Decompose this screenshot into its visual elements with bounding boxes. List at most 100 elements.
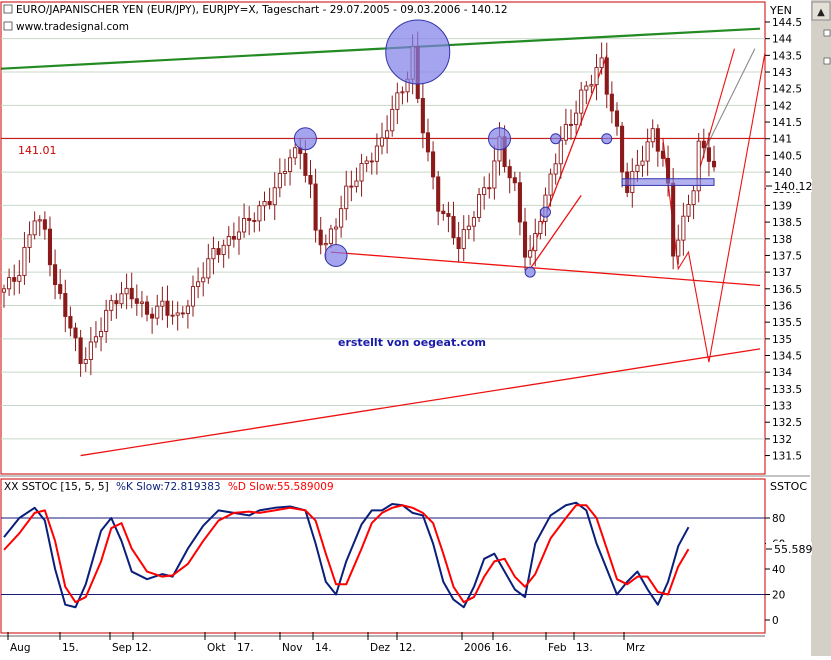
candle-body bbox=[676, 239, 681, 257]
source-label: www.tradesignal.com bbox=[16, 21, 129, 33]
stoch-last-tag bbox=[766, 542, 812, 555]
candle-body bbox=[257, 205, 262, 222]
x-tick-label: Nov bbox=[282, 642, 303, 654]
candle-body bbox=[681, 215, 686, 241]
price-panel-frame bbox=[0, 1, 766, 475]
candle-body bbox=[247, 218, 252, 221]
candle-body bbox=[1, 288, 7, 293]
candle-body bbox=[32, 220, 37, 236]
price-tick-label: 142.5 bbox=[772, 84, 802, 96]
candle-body bbox=[155, 305, 160, 319]
candle-body bbox=[236, 231, 242, 240]
price-unit-label: YEN bbox=[769, 4, 792, 17]
candle-body bbox=[594, 67, 599, 86]
title-collapse-box[interactable] bbox=[3, 4, 13, 14]
candle-body bbox=[701, 140, 706, 149]
candle-body bbox=[104, 309, 109, 332]
candle-body bbox=[364, 160, 369, 164]
stoch-tick-label: 0 bbox=[772, 615, 779, 627]
candle-body bbox=[313, 183, 318, 231]
candle-body bbox=[461, 229, 466, 250]
candle-body bbox=[160, 300, 165, 307]
scroll-thumb-a[interactable] bbox=[823, 29, 831, 37]
candle-body bbox=[359, 163, 364, 182]
price-tick-label: 134 bbox=[772, 367, 792, 379]
x-tick-label: 15. bbox=[62, 642, 79, 654]
candle-body bbox=[696, 140, 701, 192]
candle-body bbox=[512, 177, 517, 184]
candle-body bbox=[119, 293, 124, 305]
candle-body bbox=[180, 312, 185, 315]
candle-body bbox=[221, 244, 226, 255]
candle-body bbox=[231, 236, 236, 240]
candle-body bbox=[579, 89, 584, 114]
red-trend-line bbox=[330, 251, 761, 287]
candle-body bbox=[93, 336, 98, 343]
candle-body bbox=[58, 284, 63, 294]
candle-body bbox=[73, 327, 78, 339]
price-tick-label: 135.5 bbox=[772, 317, 802, 329]
source-box[interactable] bbox=[3, 21, 13, 31]
candle-body bbox=[671, 182, 676, 257]
candle-body bbox=[349, 185, 354, 188]
x-tick-label: Aug bbox=[10, 642, 31, 654]
price-panel: 131.5 132 132.5 133 133.5 134 134.5 135 135.5 136… bbox=[0, 1, 813, 475]
candle-body bbox=[303, 153, 308, 176]
candle-body bbox=[553, 163, 558, 175]
candle-body bbox=[395, 92, 400, 110]
candle-body bbox=[686, 204, 691, 217]
right-scrollbar[interactable] bbox=[811, 0, 831, 656]
candle-body bbox=[7, 277, 12, 290]
marker-circle bbox=[539, 206, 551, 218]
candle-body bbox=[22, 246, 27, 276]
candle-body bbox=[165, 300, 170, 316]
scroll-up-icon: ▲ bbox=[817, 7, 825, 18]
candle-body bbox=[252, 219, 257, 222]
candle-body bbox=[272, 187, 277, 206]
stoch-k-legend: %K Slow:72.819383 bbox=[116, 481, 221, 493]
candle-body bbox=[185, 305, 190, 314]
candle-body bbox=[431, 151, 436, 178]
stoch-d-legend: %D Slow:55.589009 bbox=[228, 481, 334, 493]
marker-circles bbox=[293, 19, 613, 278]
price-y-axis: 131.5 132 132.5 133 133.5 134 134.5 135 135.5 136… bbox=[765, 17, 802, 463]
candle-body bbox=[548, 173, 553, 196]
last-price-label: 140.12 bbox=[774, 180, 813, 193]
candle-body bbox=[68, 316, 73, 329]
price-tick-label: 144 bbox=[772, 34, 792, 46]
green-trend-line bbox=[1, 27, 761, 70]
scroll-thumb-b[interactable] bbox=[823, 57, 831, 65]
price-tick-label: 138.5 bbox=[772, 217, 802, 229]
stoch-d-line bbox=[3, 504, 690, 604]
candle-body bbox=[436, 176, 441, 212]
watermark-text: erstellt von oegeat.com bbox=[338, 336, 486, 349]
stoch-tick-label: 40 bbox=[772, 564, 785, 576]
x-tick-label: Mrz bbox=[626, 642, 645, 654]
x-tick-label: Okt bbox=[207, 642, 225, 654]
chart-title: EURO/JAPANISCHER YEN (EUR/JPY), EURJPY=X… bbox=[16, 4, 508, 16]
price-tick-label: 131.5 bbox=[772, 451, 802, 463]
candle-body bbox=[563, 123, 568, 141]
marker-circle bbox=[324, 243, 348, 267]
candle-body bbox=[522, 221, 528, 258]
candle-body bbox=[604, 57, 609, 95]
candle-body bbox=[711, 160, 717, 168]
stoch-last-label: 55.589 bbox=[774, 543, 813, 556]
candle-body bbox=[242, 218, 247, 233]
candle-body bbox=[63, 293, 68, 317]
candle-body bbox=[655, 128, 660, 152]
candle-body bbox=[528, 250, 533, 258]
candle-body bbox=[385, 130, 390, 139]
candle-body bbox=[27, 234, 32, 248]
candle-body bbox=[441, 210, 446, 214]
candle-body bbox=[466, 225, 471, 231]
scroll-up-button[interactable] bbox=[811, 1, 831, 21]
candle-body bbox=[650, 128, 655, 143]
candle-body bbox=[114, 300, 119, 305]
price-tick-label: 139 bbox=[772, 200, 792, 212]
candle-body bbox=[170, 314, 175, 317]
candle-body bbox=[267, 201, 272, 206]
candle-body bbox=[134, 298, 139, 304]
